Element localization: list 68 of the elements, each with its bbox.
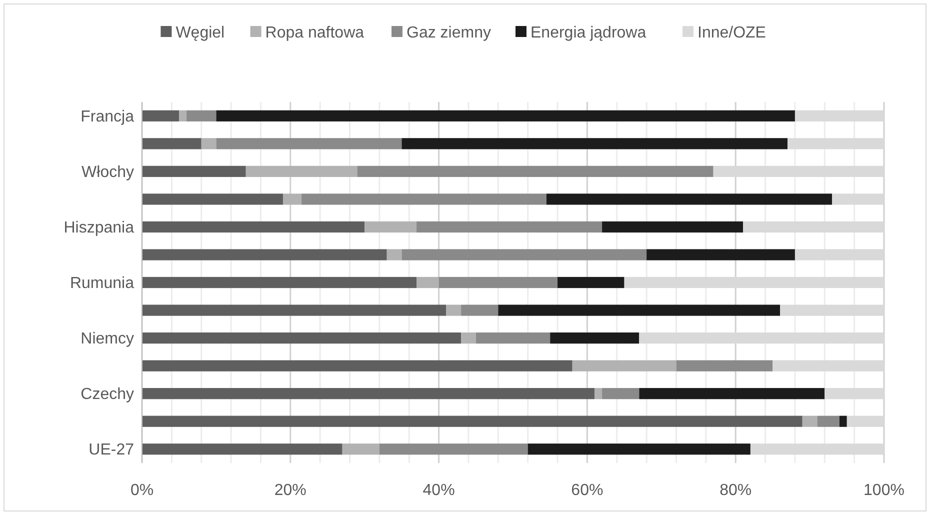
x-tick-label: 20% xyxy=(274,482,306,499)
bar xyxy=(142,138,202,150)
x-tick-label: 40% xyxy=(422,482,455,499)
bar xyxy=(646,249,795,260)
bar xyxy=(142,166,246,177)
bar xyxy=(142,276,417,288)
bar xyxy=(572,360,676,372)
bar xyxy=(476,332,550,344)
x-tick-label: 60% xyxy=(571,482,604,499)
x-tick-label: 0% xyxy=(130,482,154,499)
legend-label: Energia jądrowa xyxy=(530,24,646,42)
bar xyxy=(386,249,402,260)
bar xyxy=(142,249,387,260)
bar xyxy=(186,110,216,122)
bar xyxy=(142,332,462,344)
bar xyxy=(342,444,380,455)
bar xyxy=(528,444,750,455)
legend-label: Gaz ziemny xyxy=(406,24,491,42)
y-tick-label: UE-27 xyxy=(88,442,134,459)
bar xyxy=(179,110,187,122)
bar xyxy=(839,416,847,427)
bar xyxy=(461,332,476,344)
bar xyxy=(357,166,714,177)
bar xyxy=(142,110,180,122)
bar xyxy=(602,221,744,233)
bar xyxy=(282,194,302,205)
bar xyxy=(438,276,558,288)
bar xyxy=(461,304,498,316)
bar xyxy=(594,388,602,400)
bar xyxy=(402,138,788,150)
bar xyxy=(802,416,818,427)
bar xyxy=(364,221,417,233)
bar xyxy=(676,360,773,372)
bar xyxy=(142,444,342,455)
x-tick-label: 100% xyxy=(864,482,904,499)
y-tick-label: Francja xyxy=(80,108,134,126)
legend-label: Węgiel xyxy=(176,24,225,42)
bar xyxy=(142,416,802,427)
bar xyxy=(142,194,283,205)
bar xyxy=(216,138,402,150)
bar xyxy=(416,221,602,233)
bar xyxy=(142,304,446,316)
bar xyxy=(142,221,365,233)
bar xyxy=(550,332,640,344)
bar xyxy=(817,416,840,427)
bar xyxy=(546,194,832,205)
bar xyxy=(142,360,572,372)
bar xyxy=(201,138,216,150)
bar xyxy=(302,194,546,205)
bar xyxy=(602,388,640,400)
bar xyxy=(639,388,825,400)
legend-label: Ropa naftowa xyxy=(265,24,364,42)
y-tick-label: Włochy xyxy=(82,164,134,182)
bar xyxy=(498,304,780,316)
legend-label: Inne/OZE xyxy=(698,24,766,42)
bar xyxy=(246,166,358,177)
bar xyxy=(379,444,528,455)
bar xyxy=(416,276,439,288)
bar xyxy=(216,110,795,122)
y-tick-label: Niemcy xyxy=(80,330,134,348)
y-tick-label: Czechy xyxy=(80,386,134,404)
x-tick-label: 80% xyxy=(720,482,752,499)
y-tick-label: Hiszpania xyxy=(64,220,134,237)
bar xyxy=(558,276,624,288)
bar xyxy=(446,304,462,316)
bar xyxy=(142,388,595,400)
bar xyxy=(402,249,647,260)
y-tick-label: Rumunia xyxy=(70,275,134,292)
